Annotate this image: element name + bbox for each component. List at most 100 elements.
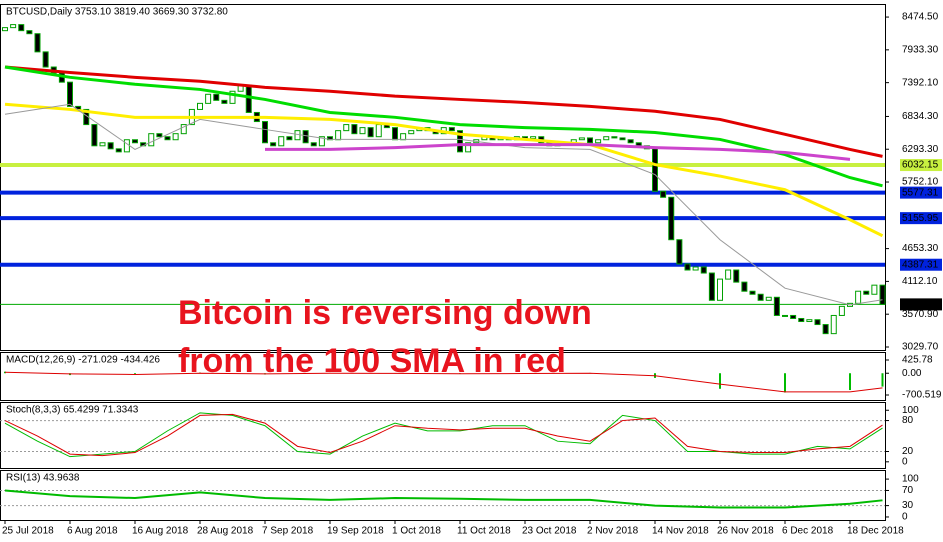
y-tick-label: 5752.10	[902, 177, 939, 188]
candle	[270, 142, 277, 147]
candle	[822, 324, 829, 335]
level-label: 5577.31	[902, 187, 939, 198]
candle	[749, 290, 756, 295]
x-tick-label: 1 Oct 2018	[392, 526, 441, 537]
candle	[172, 133, 179, 141]
candle	[10, 24, 17, 29]
candle	[156, 133, 163, 138]
candle	[790, 314, 797, 319]
candle	[278, 136, 285, 147]
candle	[34, 33, 41, 53]
y-tick-label: 0.00	[902, 368, 922, 379]
candle	[42, 51, 49, 68]
candle	[757, 293, 764, 301]
candle	[782, 314, 788, 317]
candle	[578, 137, 585, 141]
candle	[611, 136, 618, 139]
y-tick-label: 6293.30	[902, 144, 939, 155]
rsi-line	[4, 489, 883, 509]
x-tick-label: 19 Sep 2018	[327, 526, 384, 537]
panel-title: RSI(13) 43.9638	[6, 473, 80, 484]
x-tick-label: 6 Dec 2018	[782, 526, 834, 537]
candle	[798, 317, 805, 323]
candle	[408, 130, 415, 135]
candle	[465, 142, 472, 153]
x-tick-label: 7 Sep 2018	[262, 526, 314, 537]
candle	[359, 127, 366, 135]
y-tick-label: 7933.30	[902, 44, 939, 55]
candle	[879, 284, 886, 305]
x-tick-label: 18 Dec 2018	[847, 526, 904, 537]
macd-bar	[849, 373, 851, 391]
level-label: 3732.80	[902, 299, 939, 310]
panel-frame	[0, 352, 886, 401]
candle	[619, 137, 626, 141]
panel-frame	[0, 470, 886, 521]
candle	[530, 136, 537, 140]
moving-average	[4, 65, 883, 158]
candle	[692, 266, 699, 271]
candle	[814, 319, 821, 326]
candle	[684, 263, 691, 271]
candle	[400, 133, 407, 141]
y-tick-label: -700.519	[902, 390, 942, 401]
candle	[725, 269, 732, 280]
candle	[830, 314, 837, 335]
candle	[123, 139, 130, 153]
candle	[863, 290, 870, 295]
x-tick-label: 26 Nov 2018	[717, 526, 774, 537]
candle	[806, 319, 813, 323]
candle	[91, 124, 98, 147]
moving-average	[4, 102, 884, 238]
candle	[107, 142, 114, 150]
candle	[286, 136, 293, 141]
candle	[676, 239, 683, 265]
y-tick-label: 100	[902, 474, 919, 485]
y-tick-label: 8474.50	[902, 12, 939, 23]
candle	[587, 137, 593, 144]
candle	[595, 139, 602, 144]
candle	[838, 305, 845, 316]
candle	[733, 269, 740, 283]
candle	[245, 84, 252, 113]
panel-title: MACD(12,26,9) -271.029 -434.426	[6, 355, 160, 366]
candle	[213, 93, 220, 101]
candle	[627, 139, 634, 144]
candle	[660, 190, 667, 198]
candle	[67, 81, 73, 107]
candle	[457, 130, 463, 153]
candle	[855, 290, 862, 304]
panel-frame	[0, 4, 886, 351]
candle	[164, 136, 171, 141]
macd-signal	[4, 371, 883, 393]
candle	[708, 272, 715, 301]
macd-bar	[784, 373, 786, 393]
candle	[318, 136, 325, 147]
candle	[652, 148, 658, 192]
annotation: Bitcoin is reversing down	[178, 294, 592, 332]
candle	[2, 27, 8, 32]
y-tick-label: 30	[902, 500, 914, 511]
y-tick-label: 3029.70	[902, 342, 939, 353]
level-label: 5155.95	[902, 213, 939, 224]
y-tick-label: 0	[902, 512, 908, 523]
candle	[310, 142, 317, 147]
candle	[180, 124, 187, 135]
y-tick-label: 4112.10	[902, 276, 938, 287]
macd-bar	[881, 373, 884, 387]
y-tick-label: 3570.90	[902, 309, 939, 320]
candle	[148, 133, 155, 147]
level-label-box	[900, 212, 942, 225]
candle	[26, 30, 33, 35]
candle	[18, 24, 25, 32]
x-tick-label: 16 Aug 2018	[132, 526, 189, 537]
y-tick-label: 20	[902, 446, 914, 457]
stoch-main	[4, 412, 883, 458]
candle	[132, 139, 138, 144]
y-tick-label: 7392.10	[902, 77, 939, 88]
candle	[302, 130, 309, 144]
level-label-box	[900, 186, 942, 199]
candle	[262, 121, 268, 144]
